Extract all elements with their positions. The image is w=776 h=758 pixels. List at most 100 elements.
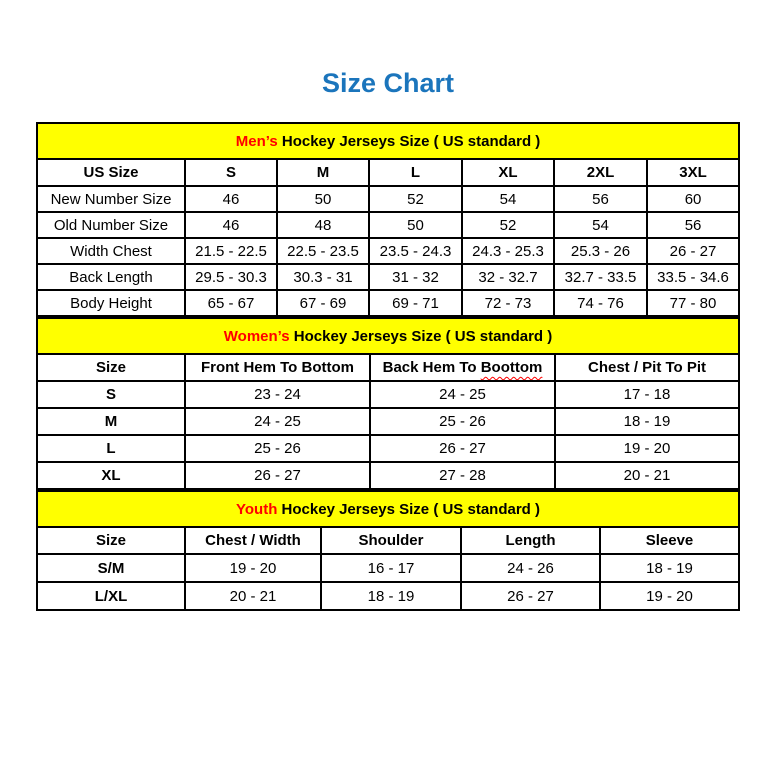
size-value-cell: 24 - 25 [184,407,371,436]
table-row: Old Number Size 46 48 50 52 54 56 [36,211,741,239]
column-header: Size [36,526,186,555]
column-header: Shoulder [320,526,462,555]
size-value-cell: 56 [553,185,648,213]
size-value-cell: 23.5 - 24.3 [368,237,463,265]
size-value-cell: 26 - 27 [460,581,601,611]
row-label: Body Height [36,289,186,317]
womens-section-band: Women’s Hockey Jerseys Size ( US standar… [35,317,741,355]
column-header: 2XL [553,158,648,187]
column-header: M [276,158,370,187]
table-row: XL 26 - 27 27 - 28 20 - 21 [36,461,741,490]
size-value-cell: 46 [184,211,278,239]
column-header: Chest / Pit To Pit [553,353,741,382]
size-value-cell: 33.5 - 34.6 [645,263,741,291]
size-value-cell: 32.7 - 33.5 [553,263,648,291]
column-header: L [368,158,463,187]
row-label: L [36,434,186,463]
column-header: Sleeve [599,526,740,555]
size-value-cell: 77 - 80 [645,289,741,317]
column-header: XL [461,158,555,187]
size-value-cell: 65 - 67 [184,289,278,317]
size-value-cell: 46 [184,185,278,213]
size-value-cell: 30.3 - 31 [276,263,370,291]
table-row: S 23 - 24 24 - 25 17 - 18 [36,380,741,409]
size-value-cell: 67 - 69 [276,289,370,317]
misspelled-word: Boottom [480,359,543,376]
size-value-cell: 69 - 71 [368,289,463,317]
column-header: Size [36,353,186,382]
size-value-cell: 26 - 27 [645,237,741,265]
column-header: Chest / Width [184,526,322,555]
size-value-cell: 21.5 - 22.5 [184,237,278,265]
size-value-cell: 31 - 32 [368,263,463,291]
size-value-cell: 52 [368,185,463,213]
size-value-cell: 18 - 19 [320,581,462,611]
size-value-cell: 18 - 19 [553,407,741,436]
youth-header-row: Size Chest / Width Shoulder Length Sleeve [36,526,740,555]
size-value-cell: 16 - 17 [320,553,462,583]
size-value-cell: 19 - 20 [553,434,741,463]
size-chart: Men’s Hockey Jerseys Size ( US standard … [35,122,741,611]
row-label: Old Number Size [36,211,186,239]
row-label: Back Length [36,263,186,291]
table-row: Back Length 29.5 - 30.3 30.3 - 31 31 - 32 32… [36,263,741,291]
row-label: New Number Size [36,185,186,213]
table-row: L 25 - 26 26 - 27 19 - 20 [36,434,741,463]
size-value-cell: 25 - 26 [369,407,556,436]
youth-size-table: Youth Hockey Jerseys Size ( US standard … [36,490,740,611]
womens-section-title: Women’s Hockey Jerseys Size ( US standar… [35,317,741,355]
womens-header-row: Size Front Hem To Bottom Back Hem To Boott… [36,353,741,382]
mens-section-title: Men’s Hockey Jerseys Size ( US standard … [35,122,741,160]
size-value-cell: 74 - 76 [553,289,648,317]
size-value-cell: 24 - 26 [460,553,601,583]
size-value-cell: 23 - 24 [184,380,371,409]
size-value-cell: 19 - 20 [599,581,740,611]
mens-size-table: Men’s Hockey Jerseys Size ( US standard … [35,122,741,317]
youth-title-text: Hockey Jerseys Size ( US standard ) [277,500,540,518]
size-value-cell: 22.5 - 23.5 [276,237,370,265]
womens-title-text: Hockey Jerseys Size ( US standard ) [289,327,553,345]
size-value-cell: 56 [645,211,741,239]
size-value-cell: 54 [461,185,555,213]
mens-header-row: US Size S M L XL 2XL 3XL [36,158,741,187]
column-header: Back Hem To Boottom [369,353,556,382]
column-header: Front Hem To Bottom [184,353,371,382]
womens-title-accent: Women’s [223,327,290,345]
size-value-cell: 54 [553,211,648,239]
size-value-cell: 19 - 20 [184,553,322,583]
mens-title-text: Hockey Jerseys Size ( US standard ) [277,132,541,150]
row-label: Width Chest [36,237,186,265]
row-label: L/XL [36,581,186,611]
table-row: S/M 19 - 20 16 - 17 24 - 26 18 - 19 [36,553,740,583]
size-value-cell: 27 - 28 [369,461,556,490]
table-row: M 24 - 25 25 - 26 18 - 19 [36,407,741,436]
size-value-cell: 29.5 - 30.3 [184,263,278,291]
size-value-cell: 72 - 73 [461,289,555,317]
mens-section-band: Men’s Hockey Jerseys Size ( US standard … [35,122,741,160]
table-row: New Number Size 46 50 52 54 56 60 [36,185,741,213]
column-header: Length [460,526,601,555]
size-value-cell: 50 [368,211,463,239]
column-header: S [184,158,278,187]
size-value-cell: 20 - 21 [553,461,741,490]
size-value-cell: 26 - 27 [184,461,371,490]
size-value-cell: 25 - 26 [184,434,371,463]
size-value-cell: 48 [276,211,370,239]
row-label: S [36,380,186,409]
table-row: Body Height 65 - 67 67 - 69 69 - 71 72 - 73 7… [36,289,741,317]
mens-title-accent: Men’s [235,132,278,150]
size-value-cell: 24 - 25 [369,380,556,409]
size-value-cell: 26 - 27 [369,434,556,463]
youth-section-band: Youth Hockey Jerseys Size ( US standard … [36,490,740,528]
size-value-cell: 52 [461,211,555,239]
row-label: M [36,407,186,436]
page-title: Size Chart [321,68,455,98]
column-header: 3XL [645,158,741,187]
row-label: S/M [36,553,186,583]
column-header: US Size [36,158,186,187]
size-value-cell: 24.3 - 25.3 [461,237,555,265]
size-value-cell: 50 [276,185,370,213]
womens-size-table: Women’s Hockey Jerseys Size ( US standar… [35,317,741,490]
size-value-cell: 32 - 32.7 [461,263,555,291]
size-value-cell: 18 - 19 [599,553,740,583]
